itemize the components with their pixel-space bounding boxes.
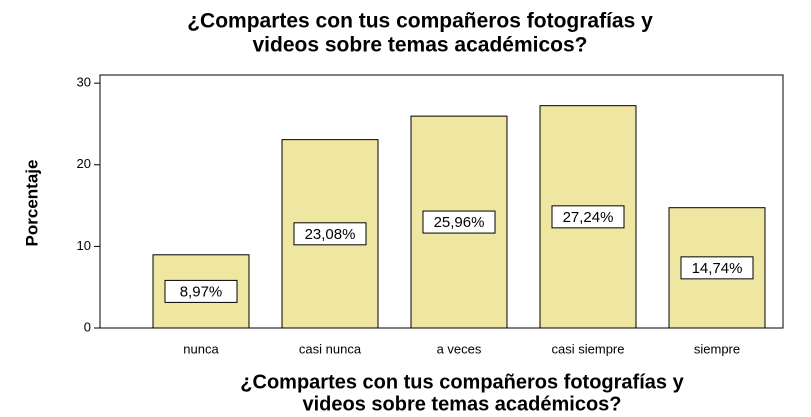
chart-title: ¿Compartes con tus compañeros fotografía… bbox=[187, 10, 653, 33]
x-tick-label: nunca bbox=[183, 341, 219, 356]
x-axis-label: ¿Compartes con tus compañeros fotografía… bbox=[240, 371, 684, 393]
value-label: 27,24% bbox=[563, 209, 614, 226]
value-label-box bbox=[680, 256, 754, 280]
value-label-box bbox=[422, 210, 496, 234]
x-tick-label: casi siempre bbox=[552, 341, 625, 356]
y-tick-label: 10 bbox=[77, 238, 91, 253]
value-label: 23,08% bbox=[305, 226, 356, 243]
value-label-box bbox=[164, 279, 238, 303]
y-axis-label: Porcentaje bbox=[22, 160, 41, 247]
value-label-box bbox=[551, 205, 625, 229]
chart-title: videos sobre temas académicos? bbox=[253, 34, 588, 57]
y-tick-label: 0 bbox=[84, 319, 91, 334]
y-tick-label: 30 bbox=[77, 75, 91, 90]
x-tick-label: a veces bbox=[437, 341, 482, 356]
value-label: 14,74% bbox=[692, 260, 743, 277]
y-tick-label: 20 bbox=[77, 156, 91, 171]
value-label: 8,97% bbox=[180, 283, 223, 300]
x-tick-label: siempre bbox=[694, 341, 740, 356]
value-label-box bbox=[293, 222, 367, 246]
value-label: 25,96% bbox=[434, 214, 485, 231]
x-axis-label: videos sobre temas académicos? bbox=[302, 393, 621, 415]
x-tick-label: casi nunca bbox=[299, 341, 362, 356]
